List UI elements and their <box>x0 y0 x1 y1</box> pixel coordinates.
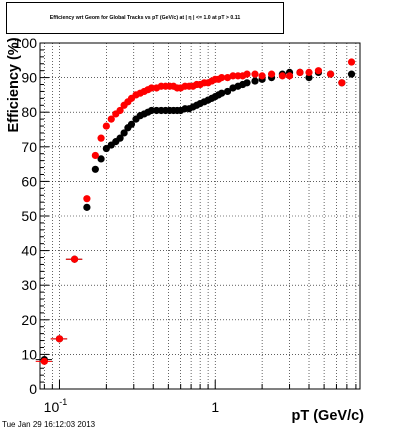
data-point-series-1 <box>102 122 110 130</box>
y-tick-label: 50 <box>21 208 37 224</box>
x-axis-label: pT (GeV/c) <box>291 408 364 424</box>
y-tick-label: 60 <box>21 173 37 189</box>
y-tick-label: 20 <box>21 312 37 328</box>
data-point-series-0 <box>120 129 128 137</box>
data-point-series-1 <box>91 151 99 160</box>
data-point-series-0 <box>97 155 105 163</box>
y-tick-label: 100 <box>14 35 38 51</box>
data-point-series-0 <box>83 203 91 211</box>
y-tick-label: 40 <box>21 243 37 259</box>
data-point-series-1 <box>116 106 124 115</box>
data-point-series-1 <box>296 68 304 77</box>
data-point-series-1 <box>285 72 294 80</box>
data-point-series-1 <box>70 255 79 263</box>
y-tick-label: 30 <box>21 277 37 293</box>
data-point-series-1 <box>267 70 276 78</box>
data-point-series-1 <box>218 74 226 82</box>
y-tick-label: 0 <box>29 381 37 397</box>
data-point-series-1 <box>251 70 259 78</box>
data-point-series-0 <box>347 70 356 78</box>
x-tick-label: 10-1 <box>44 397 68 415</box>
data-point-series-1 <box>55 335 64 343</box>
y-tick-label: 10 <box>21 346 37 362</box>
timestamp: Tue Jan 29 16:12:03 2013 <box>2 420 96 429</box>
data-point-series-0 <box>243 79 251 87</box>
data-point-series-1 <box>147 84 156 92</box>
data-point-series-0 <box>251 77 259 85</box>
data-point-series-0 <box>147 106 156 115</box>
data-point-series-0 <box>305 74 313 82</box>
data-point-series-1 <box>314 67 323 75</box>
data-point-series-1 <box>347 58 356 66</box>
data-point-series-1 <box>229 72 237 80</box>
data-point-series-0 <box>223 87 232 96</box>
title-box: Efficiency wrt Geom for Global Tracks vs… <box>6 2 284 34</box>
y-tick-label: 80 <box>21 104 37 120</box>
data-point-series-1 <box>305 68 313 77</box>
data-point-series-1 <box>258 72 266 80</box>
y-tick-label: 70 <box>21 139 37 155</box>
data-point-series-1 <box>83 195 91 203</box>
data-point-series-0 <box>218 89 226 97</box>
data-point-series-1 <box>278 72 287 80</box>
data-point-series-1 <box>40 357 48 365</box>
data-point-series-1 <box>243 70 251 78</box>
data-point-series-0 <box>91 165 99 173</box>
y-tick-label: 90 <box>21 70 37 86</box>
data-point-series-1 <box>97 134 105 142</box>
data-point-series-0 <box>127 120 136 128</box>
data-point-series-0 <box>116 134 124 142</box>
data-point-series-1 <box>338 79 346 87</box>
y-axis-label: Efficiency (%) <box>6 37 22 133</box>
data-point-series-1 <box>326 70 335 78</box>
data-point-series-1 <box>223 74 232 82</box>
x-tick-label: 1 <box>211 399 219 415</box>
data-point-series-1 <box>107 115 115 123</box>
chart-title: Efficiency wrt Geom for Global Tracks vs… <box>49 15 241 21</box>
